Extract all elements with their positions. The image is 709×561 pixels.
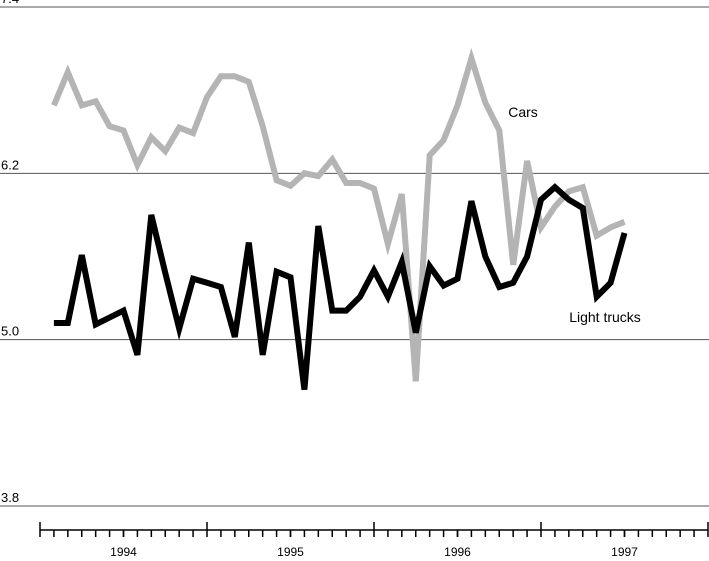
x-tick-label: 1994 (110, 545, 137, 559)
series-label: Light trucks (569, 309, 641, 325)
x-tick-label: 1995 (277, 545, 304, 559)
y-tick-label: 7.4 (1, 0, 19, 6)
y-tick-label: 6.2 (1, 157, 19, 172)
series-label: Cars (508, 104, 538, 120)
x-tick-label: 1997 (611, 545, 638, 559)
x-tick-label: 1996 (444, 545, 471, 559)
y-tick-label: 3.8 (1, 490, 19, 505)
series-line (53, 183, 628, 390)
y-tick-label: 5.0 (1, 324, 19, 339)
series-line (51, 47, 626, 382)
